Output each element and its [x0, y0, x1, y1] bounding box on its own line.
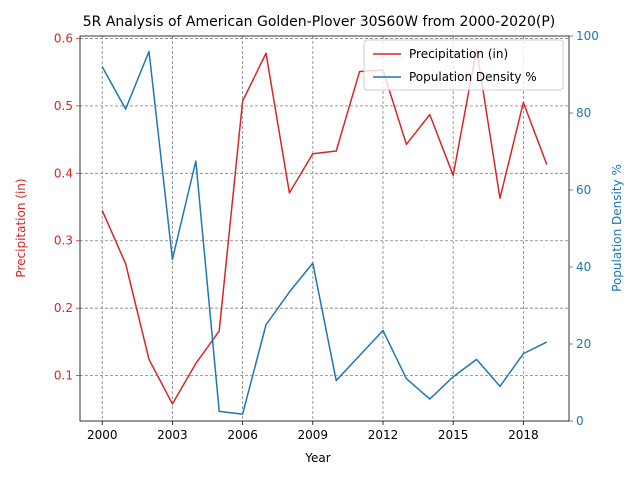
y-axis-right-label: Population Density % — [610, 164, 624, 292]
y-right-tick-label: 100 — [576, 29, 599, 43]
y-right-tick-label: 0 — [576, 414, 584, 428]
y-right-tick-label: 40 — [576, 260, 591, 274]
plot-frame — [79, 35, 570, 422]
series-lines — [101, 48, 548, 415]
y-left-tick-label: 0.3 — [54, 234, 73, 248]
y-right-tick-label: 60 — [576, 183, 591, 197]
legend-label-population-density: Population Density % — [409, 70, 537, 84]
chart-title: 5R Analysis of American Golden-Plover 30… — [83, 14, 555, 30]
x-tick-label: 2000 — [87, 428, 118, 442]
grid-lines — [80, 36, 569, 421]
x-tick-label: 2015 — [438, 428, 469, 442]
x-tick-label: 2006 — [227, 428, 258, 442]
y-axis-left-label: Precipitation (in) — [14, 178, 28, 277]
y-right-tick-label: 80 — [576, 106, 591, 120]
y-left-tick-label: 0.6 — [54, 31, 73, 45]
x-tick-label: 2012 — [368, 428, 399, 442]
x-axis-label: Year — [304, 451, 330, 465]
y-right-tick-label: 20 — [576, 337, 591, 351]
x-tick-label: 2018 — [508, 428, 539, 442]
x-tick-label: 2003 — [157, 428, 188, 442]
axes — [79, 35, 570, 422]
legend-label-precipitation: Precipitation (in) — [409, 47, 508, 61]
legend-box — [363, 39, 564, 91]
tick-marks: 2000 2003 2006 2009 2012 2015 2018 0.1 0.2 0.3 0.4… — [54, 29, 599, 442]
x-tick-label: 2009 — [298, 428, 329, 442]
y-left-tick-label: 0.1 — [54, 369, 73, 383]
legend: Precipitation (in) Population Density % — [363, 39, 564, 91]
series-line-population-density — [101, 50, 548, 415]
y-left-tick-label: 0.5 — [54, 99, 73, 113]
y-left-tick-label: 0.2 — [54, 301, 73, 315]
y-left-tick-label: 0.4 — [54, 166, 73, 180]
